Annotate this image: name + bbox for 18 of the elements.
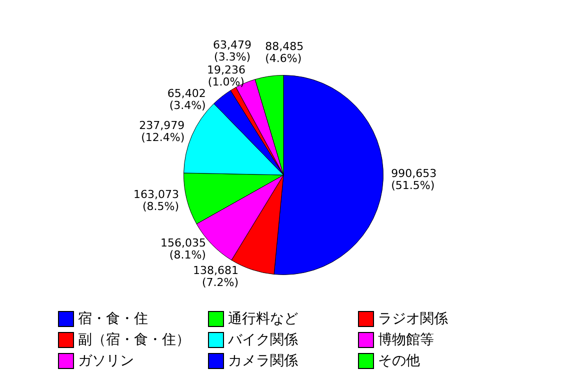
legend-label: 通行料など	[228, 310, 298, 328]
data-label: 237,979 (12.4%)	[139, 119, 185, 144]
data-label: 138,681 (7.2%)	[193, 264, 238, 290]
data-label: 65,402 (3.4%)	[167, 87, 206, 112]
data-label: 156,035 (8.1%)	[160, 236, 206, 262]
data-label: 19,236 (1.0%)	[206, 64, 246, 89]
legend-label: ラジオ関係	[378, 310, 448, 328]
legend-label: バイク関係	[228, 330, 298, 348]
data-label: 88,485 (4.6%)	[265, 40, 304, 66]
legend-label: カメラ関係	[228, 352, 298, 370]
legend-label: 宿・食・住	[78, 310, 148, 328]
data-label: 163,073 (8.5%)	[134, 188, 179, 214]
legend-label: その他	[378, 352, 420, 370]
data-label: 63,479 (3.3%)	[213, 38, 252, 64]
legend-label: 博物館等	[378, 330, 434, 348]
data-label: 990,653 (51.5%)	[391, 166, 437, 192]
legend-label: 副（宿・食・住）	[78, 330, 190, 348]
legend-label: ガソリン	[78, 352, 134, 370]
